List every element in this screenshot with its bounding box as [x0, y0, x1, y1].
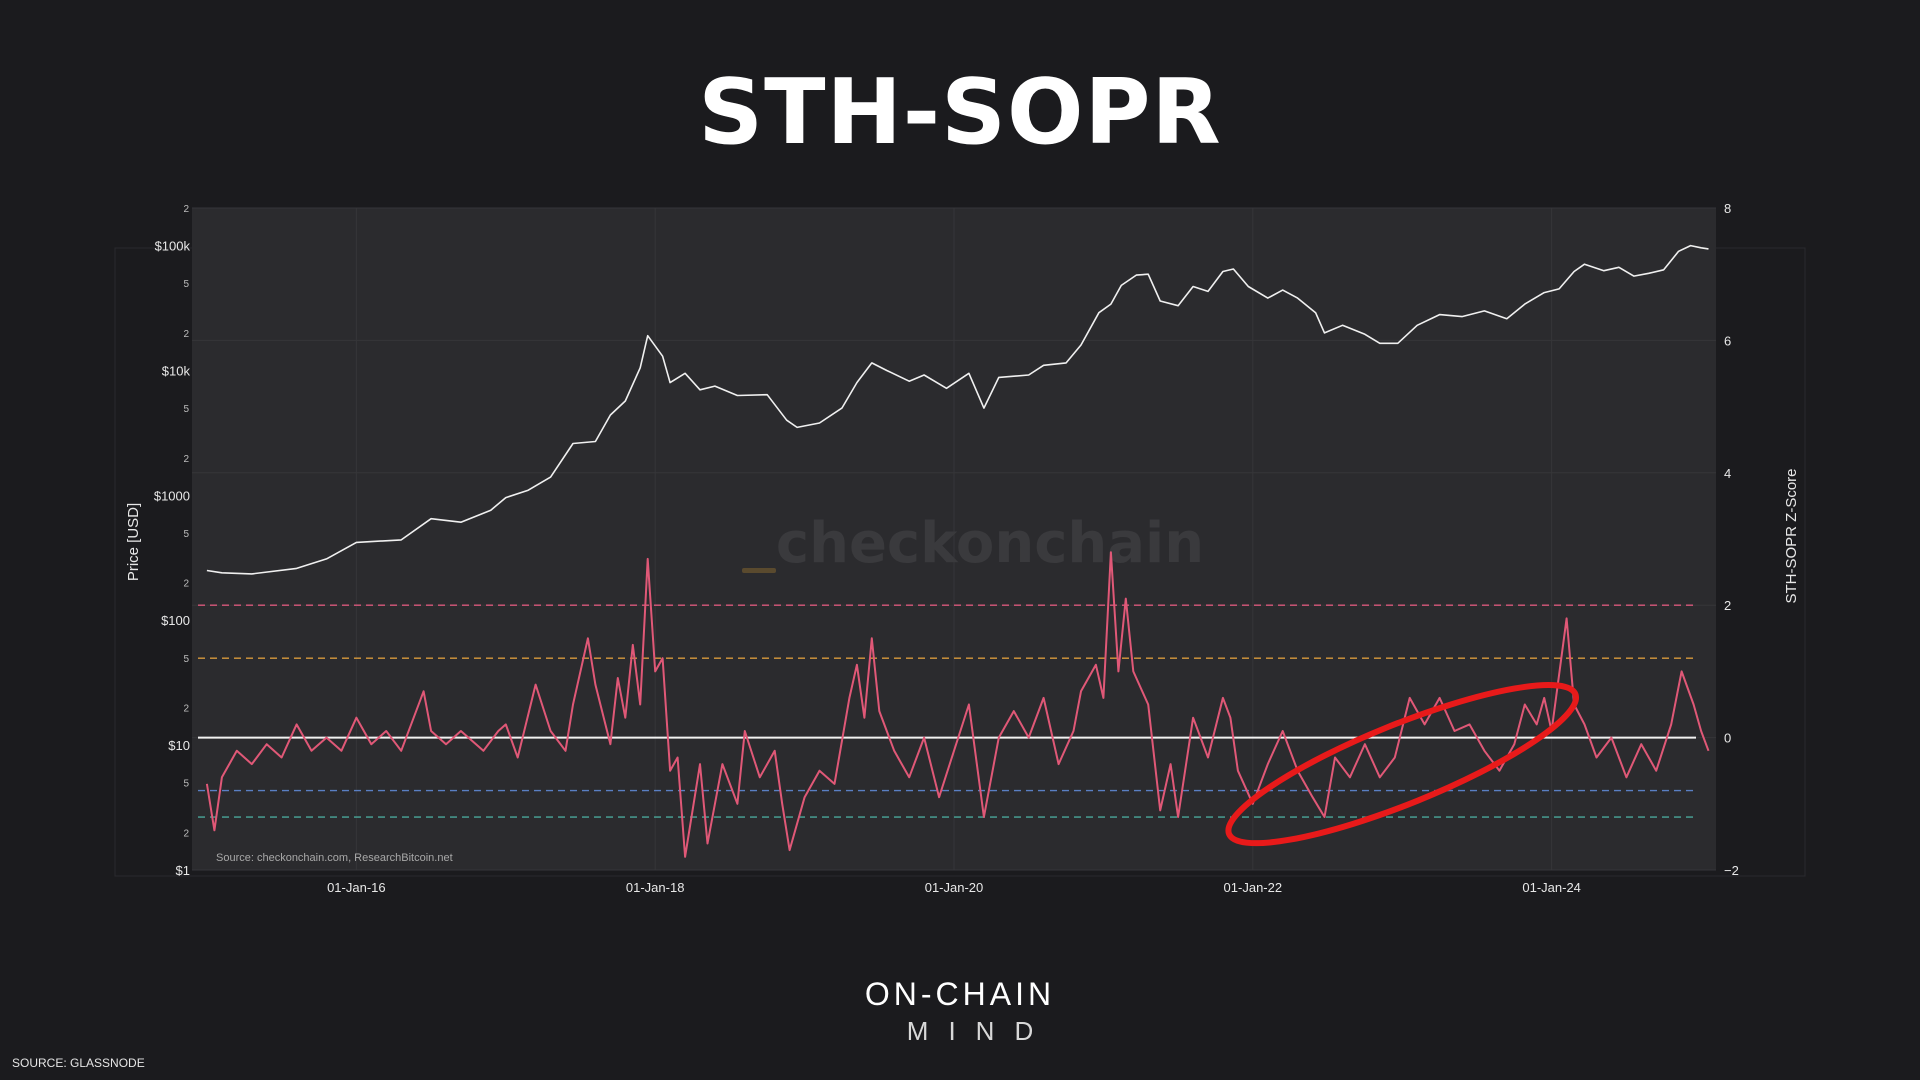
left-tick-label: $100	[161, 613, 190, 628]
left-minor-tick-label: 5	[183, 779, 189, 790]
x-tick-label: 01-Jan-20	[925, 880, 984, 895]
left-minor-tick-label: 2	[183, 704, 189, 715]
series-line-price	[206, 244, 1709, 575]
left-minor-tick-label: 2	[183, 329, 189, 340]
left-tick-label: $10	[168, 738, 190, 753]
left-minor-tick-label: 2	[183, 828, 189, 839]
left-minor-tick-label: 2	[183, 454, 189, 465]
left-tick-label: $1000	[154, 488, 190, 503]
x-tick-label: 01-Jan-24	[1522, 880, 1581, 895]
legend-swatch	[742, 568, 776, 573]
left-minor-tick-label: 5	[183, 279, 189, 290]
left-tick-label: $10k	[162, 363, 191, 378]
right-tick-label: 4	[1724, 466, 1731, 481]
left-minor-tick-label: 5	[183, 529, 189, 540]
source-note: SOURCE: GLASSNODE	[12, 1056, 145, 1070]
watermark: checkonchain	[776, 511, 1204, 576]
left-axis-title: Price [USD]	[125, 503, 142, 581]
brand-name: ON-CHAIN	[864, 976, 1056, 1012]
right-tick-label: −2	[1724, 863, 1739, 878]
right-tick-label: 0	[1724, 731, 1731, 746]
series-line-sth-sopr-zscore	[205, 551, 1710, 858]
right-tick-label: 6	[1724, 333, 1731, 348]
x-tick-label: 01-Jan-18	[626, 880, 685, 895]
x-tick-label: 01-Jan-16	[327, 880, 386, 895]
x-tick-label: 01-Jan-22	[1224, 880, 1283, 895]
chart-source-note: Source: checkonchain.com, ResearchBitcoi…	[216, 852, 453, 864]
brand-subtitle: MIND	[906, 1016, 1054, 1046]
left-minor-tick-label: 5	[183, 654, 189, 665]
left-minor-tick-label: 2	[183, 579, 189, 590]
highlight-ellipse	[1225, 682, 1580, 847]
right-tick-label: 8	[1724, 201, 1731, 216]
left-tick-label: $1	[176, 863, 190, 878]
left-minor-tick-label: 5	[183, 404, 189, 415]
right-axis-title: STH-SOPR Z-Score	[1783, 468, 1800, 603]
left-tick-label: $100k	[155, 239, 191, 254]
left-minor-tick-label: 2	[183, 204, 189, 215]
page-title: STH-SOPR	[698, 60, 1222, 165]
right-tick-label: 2	[1724, 598, 1731, 613]
